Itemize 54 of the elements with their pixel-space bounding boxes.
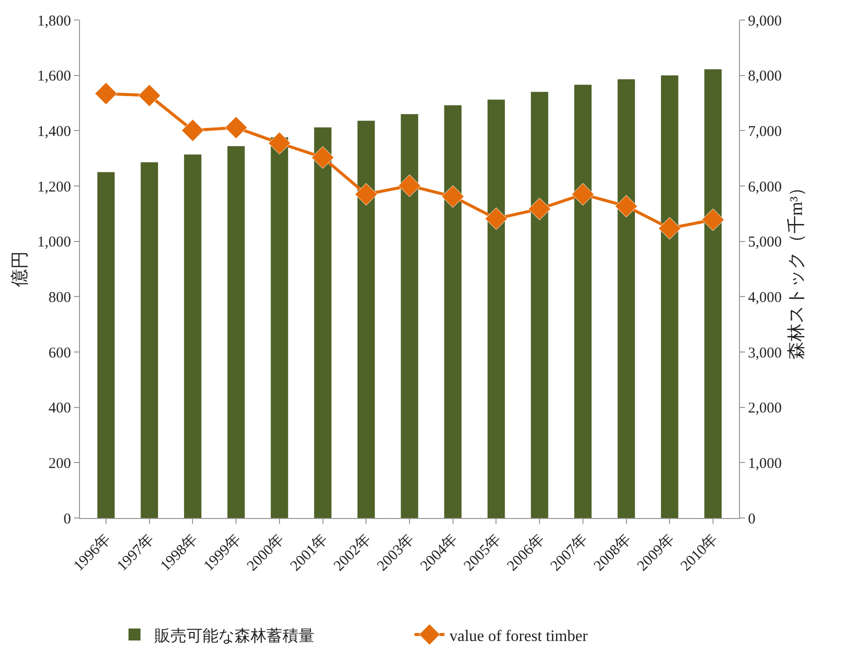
y-tick-label: 1,400	[37, 124, 71, 140]
y2-tick-label: 7,000	[748, 124, 782, 140]
y-axis-title: 億円	[9, 251, 30, 287]
y2-tick-label: 2,000	[748, 400, 782, 417]
bar	[227, 146, 245, 518]
y-tick-label: 1,600	[37, 68, 71, 85]
bar	[270, 137, 288, 518]
point	[224, 116, 248, 139]
point	[138, 84, 161, 107]
bar	[530, 92, 548, 518]
y-tick-label: 200	[48, 456, 71, 472]
bar	[140, 162, 158, 518]
bar	[97, 172, 115, 518]
bar	[704, 69, 722, 518]
y2-tick-label: 5,000	[748, 234, 782, 251]
y-tick-label: 600	[48, 345, 71, 362]
y-tick-label: 1,000	[37, 234, 71, 251]
point	[572, 183, 594, 206]
bar	[660, 75, 678, 518]
point	[398, 174, 421, 198]
y2-tick-label: 8,000	[748, 68, 782, 85]
y2-tick-label: 9,000	[748, 13, 782, 30]
bar	[618, 79, 635, 518]
y2-tick-label: 0	[748, 511, 756, 528]
y2-tick-label: 4,000	[748, 290, 782, 306]
y-tick-label: 400	[48, 400, 71, 417]
y2-tick-label: 1,000	[748, 456, 782, 472]
point	[484, 207, 508, 230]
y2-tick-label: 3,000	[748, 345, 782, 362]
point	[658, 217, 681, 240]
point	[614, 194, 638, 218]
bar	[400, 114, 418, 518]
bar	[574, 84, 592, 518]
point	[268, 132, 291, 154]
point	[702, 208, 724, 232]
bar	[357, 120, 375, 518]
bar	[314, 127, 332, 518]
legend-label: 販売可能な森林蓄積量	[154, 626, 314, 645]
point	[94, 82, 118, 105]
point	[442, 185, 464, 208]
bar	[488, 100, 505, 518]
point	[181, 119, 204, 142]
y2-axis-title: 森林ストック（千m³）	[786, 178, 806, 360]
bar	[444, 105, 462, 518]
y2-tick-label: 6,000	[748, 179, 782, 196]
y-tick-label: 1,200	[37, 179, 71, 196]
point	[528, 198, 551, 220]
y-tick-label: 800	[48, 290, 71, 306]
y-tick-label: 1,800	[37, 13, 71, 30]
point	[354, 183, 378, 206]
y-tick-label: 0	[64, 511, 71, 528]
legend-label: value of forest timber	[450, 628, 588, 645]
point	[311, 146, 334, 169]
bar	[184, 154, 202, 518]
